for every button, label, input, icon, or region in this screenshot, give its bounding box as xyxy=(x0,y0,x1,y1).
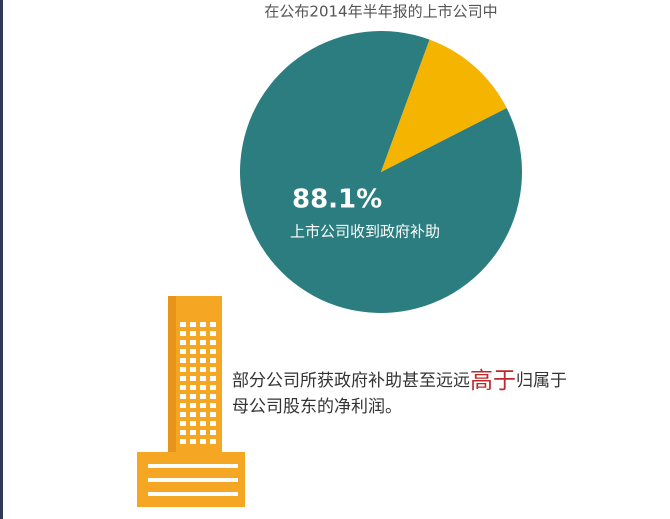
window xyxy=(200,322,206,327)
window xyxy=(200,403,206,408)
base-stripe xyxy=(148,478,238,482)
pie xyxy=(240,31,522,313)
annotation-highlight: 高于 xyxy=(470,368,516,394)
window xyxy=(180,439,186,444)
window xyxy=(200,430,206,435)
window xyxy=(180,331,186,336)
window xyxy=(210,367,216,372)
window xyxy=(200,358,206,363)
window xyxy=(200,385,206,390)
window xyxy=(210,349,216,354)
window xyxy=(180,376,186,381)
window xyxy=(200,340,206,345)
pie-slice xyxy=(381,39,507,173)
base-stripe xyxy=(148,492,238,496)
window xyxy=(180,430,186,435)
window xyxy=(190,331,196,336)
window xyxy=(210,331,216,336)
window xyxy=(190,340,196,345)
window xyxy=(190,403,196,408)
annotation: 部分公司所获政府补助甚至远远高于归属于 xyxy=(232,368,567,394)
annotation-part: 部分公司所获政府补助甚至远远 xyxy=(232,371,470,391)
tower-shade xyxy=(168,296,176,496)
window xyxy=(180,385,186,390)
window xyxy=(190,394,196,399)
window xyxy=(190,322,196,327)
window xyxy=(180,412,186,417)
window xyxy=(190,349,196,354)
chart-title: 在公布2014年半年报的上市公司中 xyxy=(264,3,497,21)
window xyxy=(210,403,216,408)
window xyxy=(200,439,206,444)
window xyxy=(210,430,216,435)
window xyxy=(180,358,186,363)
window xyxy=(190,367,196,372)
window xyxy=(180,340,186,345)
window xyxy=(180,421,186,426)
window xyxy=(210,322,216,327)
pie-slice xyxy=(240,31,522,313)
window xyxy=(210,340,216,345)
window xyxy=(210,358,216,363)
base-stripe xyxy=(148,464,238,468)
window xyxy=(190,376,196,381)
window xyxy=(200,349,206,354)
building xyxy=(137,296,245,507)
window xyxy=(190,439,196,444)
window xyxy=(200,367,206,372)
window xyxy=(210,376,216,381)
annotation: 母公司股东的净利润。 xyxy=(232,397,402,417)
left-edge xyxy=(0,0,3,519)
window xyxy=(180,322,186,327)
window xyxy=(190,430,196,435)
window xyxy=(190,412,196,417)
window xyxy=(200,394,206,399)
window xyxy=(200,331,206,336)
window xyxy=(200,421,206,426)
window xyxy=(210,412,216,417)
window xyxy=(200,412,206,417)
annotation-part: 归属于 xyxy=(516,371,567,391)
slice-label: 上市公司收到政府补助 xyxy=(290,223,440,241)
window xyxy=(180,403,186,408)
window xyxy=(210,385,216,390)
window xyxy=(180,349,186,354)
window xyxy=(180,367,186,372)
window xyxy=(190,358,196,363)
window xyxy=(210,394,216,399)
window xyxy=(190,385,196,390)
window xyxy=(200,376,206,381)
window xyxy=(210,421,216,426)
window xyxy=(180,394,186,399)
windows xyxy=(180,322,216,444)
window xyxy=(190,421,196,426)
window xyxy=(210,439,216,444)
value-label: 88.1% xyxy=(292,185,382,215)
